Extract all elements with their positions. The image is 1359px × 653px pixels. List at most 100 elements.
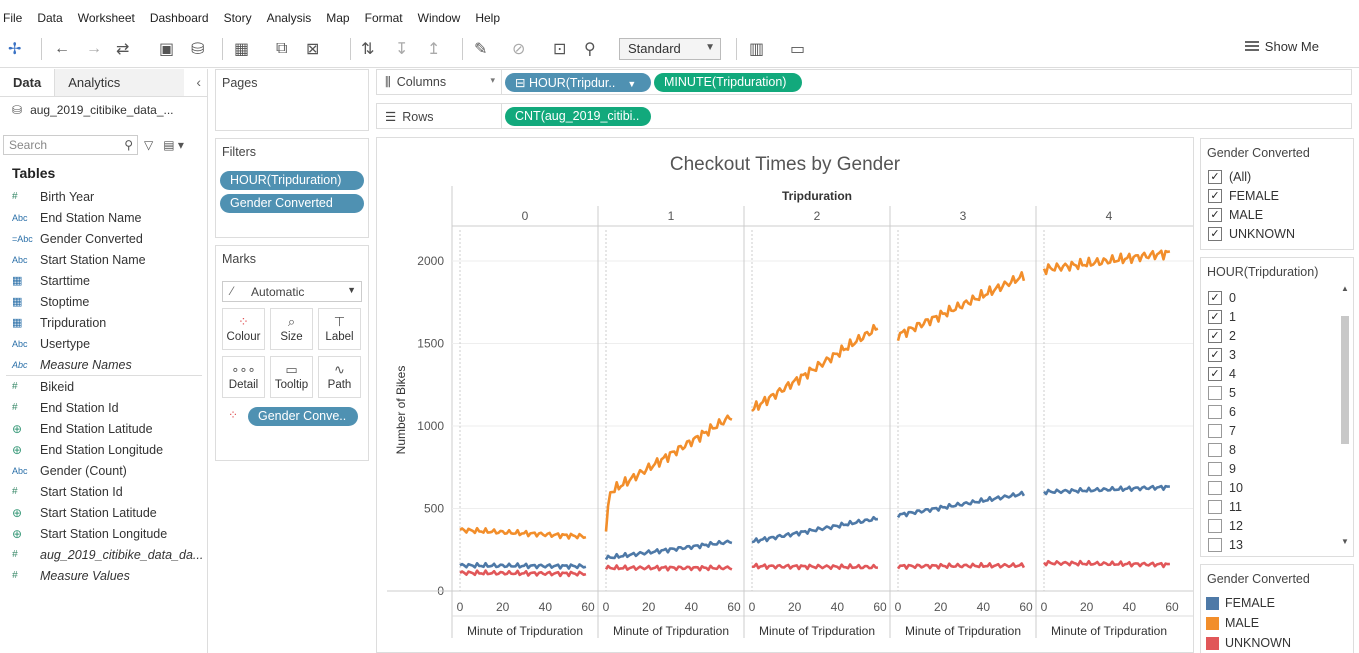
scroll-up-icon[interactable]: ▲ [1341, 284, 1349, 293]
hour-filter-item[interactable]: 13 [1201, 535, 1353, 554]
collapse-icon[interactable]: ‹ [196, 74, 201, 90]
menu-format[interactable]: Format [364, 11, 403, 25]
hour-filter-item[interactable]: 12 [1201, 516, 1353, 535]
field-item[interactable]: # End Station Id [0, 397, 206, 418]
menu-data[interactable]: Data [37, 11, 63, 25]
hour-filter-scrollbar[interactable]: ▲ ▼ [1339, 284, 1351, 546]
hour-filter-item[interactable]: 5 [1201, 383, 1353, 402]
checkbox-empty-icon[interactable] [1208, 518, 1222, 533]
hour-filter-item[interactable]: ✓ 3 [1201, 345, 1353, 364]
sort-desc-icon[interactable]: ↥ [427, 41, 441, 58]
checkbox-checked-icon[interactable]: ✓ [1208, 366, 1222, 381]
columns-pill-hour[interactable]: ⊟ HOUR(Tripdur.. ▼ [505, 73, 651, 92]
scroll-down-icon[interactable]: ▼ [1341, 537, 1349, 546]
field-item[interactable]: ⊕ End Station Latitude [0, 418, 206, 439]
hour-filter-item[interactable]: 6 [1201, 402, 1353, 421]
tableau-logo-icon[interactable]: ✢ [8, 41, 22, 58]
field-item[interactable]: ▦ Starttime [0, 270, 206, 291]
detail-button[interactable]: ∘∘∘ Detail [222, 356, 265, 398]
hour-filter-item[interactable]: 9 [1201, 459, 1353, 478]
colour-button[interactable]: ⁘ Colour [222, 308, 265, 350]
checkbox-empty-icon[interactable] [1208, 480, 1222, 495]
undo-icon[interactable]: ← [54, 40, 70, 57]
hour-filter-item[interactable]: 8 [1201, 440, 1353, 459]
pin-icon[interactable]: ⚲ [584, 41, 596, 58]
checkbox-empty-icon[interactable] [1208, 385, 1222, 400]
label-icon[interactable]: ⊡ [553, 41, 567, 58]
duplicate-sheet-icon[interactable]: ⧉ [276, 40, 288, 57]
checkbox-checked-icon[interactable]: ✓ [1208, 169, 1222, 184]
path-button[interactable]: ∿ Path [318, 356, 361, 398]
checkbox-empty-icon[interactable] [1208, 442, 1222, 457]
label-button[interactable]: ⊤ Label [318, 308, 361, 350]
checkbox-empty-icon[interactable] [1208, 423, 1222, 438]
datasource-item[interactable]: ⛁ aug_2019_citibike_data_... [0, 97, 207, 123]
checkbox-empty-icon[interactable] [1208, 404, 1222, 419]
hour-filter-item[interactable]: ✓ 4 [1201, 364, 1353, 383]
mark-type-select[interactable]: ⁄ Automatic ▼ [222, 281, 362, 302]
show-cards-icon[interactable]: ▥ [749, 41, 765, 58]
checkbox-checked-icon[interactable]: ✓ [1208, 290, 1222, 305]
checkbox-checked-icon[interactable]: ✓ [1208, 309, 1222, 324]
new-worksheet-icon[interactable]: ▦ [234, 41, 250, 58]
hour-filter-item[interactable]: 7 [1201, 421, 1353, 440]
legend-item[interactable]: FEMALE [1201, 593, 1353, 613]
presentation-icon[interactable]: ▭ [790, 41, 806, 58]
field-item[interactable]: # Birth Year [0, 186, 206, 207]
field-item[interactable]: ⊕ Start Station Longitude [0, 523, 206, 544]
hour-filter-item[interactable]: ✓ 1 [1201, 307, 1353, 326]
menu-dashboard[interactable]: Dashboard [149, 11, 209, 25]
hour-filter-item[interactable]: ✓ 2 [1201, 326, 1353, 345]
swap-icon[interactable]: ⇅ [361, 41, 375, 58]
field-item[interactable]: # Bikeid [0, 376, 206, 397]
clear-sheet-icon[interactable]: ⊠ [306, 41, 320, 58]
field-item[interactable]: # Start Station Id [0, 481, 206, 502]
field-item[interactable]: Abc Gender (Count) [0, 460, 206, 481]
replay-icon[interactable]: ⇄ [116, 41, 130, 58]
menu-map[interactable]: Map [326, 11, 350, 25]
field-item[interactable]: # Measure Values [0, 565, 206, 586]
field-item[interactable]: ⊕ End Station Longitude [0, 439, 206, 460]
size-button[interactable]: ⌕ Size [270, 308, 313, 350]
field-item[interactable]: # aug_2019_citibike_data_da... [0, 544, 206, 565]
rows-pill-count[interactable]: CNT(aug_2019_citibi.. [505, 107, 651, 126]
checkbox-empty-icon[interactable] [1208, 461, 1222, 476]
rows-shelf[interactable]: ☰ Rows CNT(aug_2019_citibi.. [376, 103, 1352, 129]
colour-pill-gender[interactable]: Gender Conve.. [248, 407, 358, 426]
hour-filter-item[interactable]: 10 [1201, 478, 1353, 497]
field-item[interactable]: ▦ Tripduration [0, 312, 206, 333]
field-item[interactable]: Abc Start Station Name [0, 249, 206, 270]
field-item[interactable]: ▦ Stoptime [0, 291, 206, 312]
hour-filter-item[interactable]: ✓ 0 [1201, 288, 1353, 307]
columns-pill-minute[interactable]: MINUTE(Tripduration) [654, 73, 802, 92]
field-item[interactable]: ⊕ Start Station Latitude [0, 502, 206, 523]
gender-filter-item[interactable]: ✓ MALE [1201, 205, 1353, 224]
gender-filter-item[interactable]: ✓ (All) [1201, 167, 1353, 186]
search-input[interactable]: Search ⚲ [3, 135, 138, 155]
checkbox-checked-icon[interactable]: ✓ [1208, 328, 1222, 343]
gender-filter-item[interactable]: ✓ FEMALE [1201, 186, 1353, 205]
field-item[interactable]: Abc End Station Name [0, 207, 206, 228]
checkbox-checked-icon[interactable]: ✓ [1208, 188, 1222, 203]
legend-item[interactable]: UNKNOWN [1201, 633, 1353, 653]
new-datasource-icon[interactable]: ⛁ [191, 41, 205, 58]
menu-window[interactable]: Window [417, 11, 461, 25]
menu-help[interactable]: Help [475, 11, 500, 25]
scroll-thumb[interactable] [1341, 316, 1349, 444]
group-icon[interactable]: ⊘ [512, 41, 526, 58]
tab-analytics[interactable]: Analytics [54, 69, 185, 96]
field-item[interactable]: Abc Measure Names [0, 354, 206, 375]
sort-asc-icon[interactable]: ↧ [395, 41, 409, 58]
hour-filter-item[interactable]: 11 [1201, 497, 1353, 516]
checkbox-checked-icon[interactable]: ✓ [1208, 226, 1222, 241]
view-options-icon[interactable]: ▤ ▾ [163, 138, 184, 152]
menu-story[interactable]: Story [223, 11, 252, 25]
field-item[interactable]: Abc Usertype [0, 333, 206, 354]
checkbox-empty-icon[interactable] [1208, 499, 1222, 514]
field-item[interactable]: =Abc Gender Converted [0, 228, 206, 249]
filter-icon[interactable]: ▽ [144, 138, 154, 152]
checkbox-checked-icon[interactable]: ✓ [1208, 347, 1222, 362]
highlight-icon[interactable]: ✎ [474, 41, 488, 58]
fit-select[interactable]: Standard ▼ [619, 38, 721, 60]
filter-pill-gender[interactable]: Gender Converted [220, 194, 364, 213]
